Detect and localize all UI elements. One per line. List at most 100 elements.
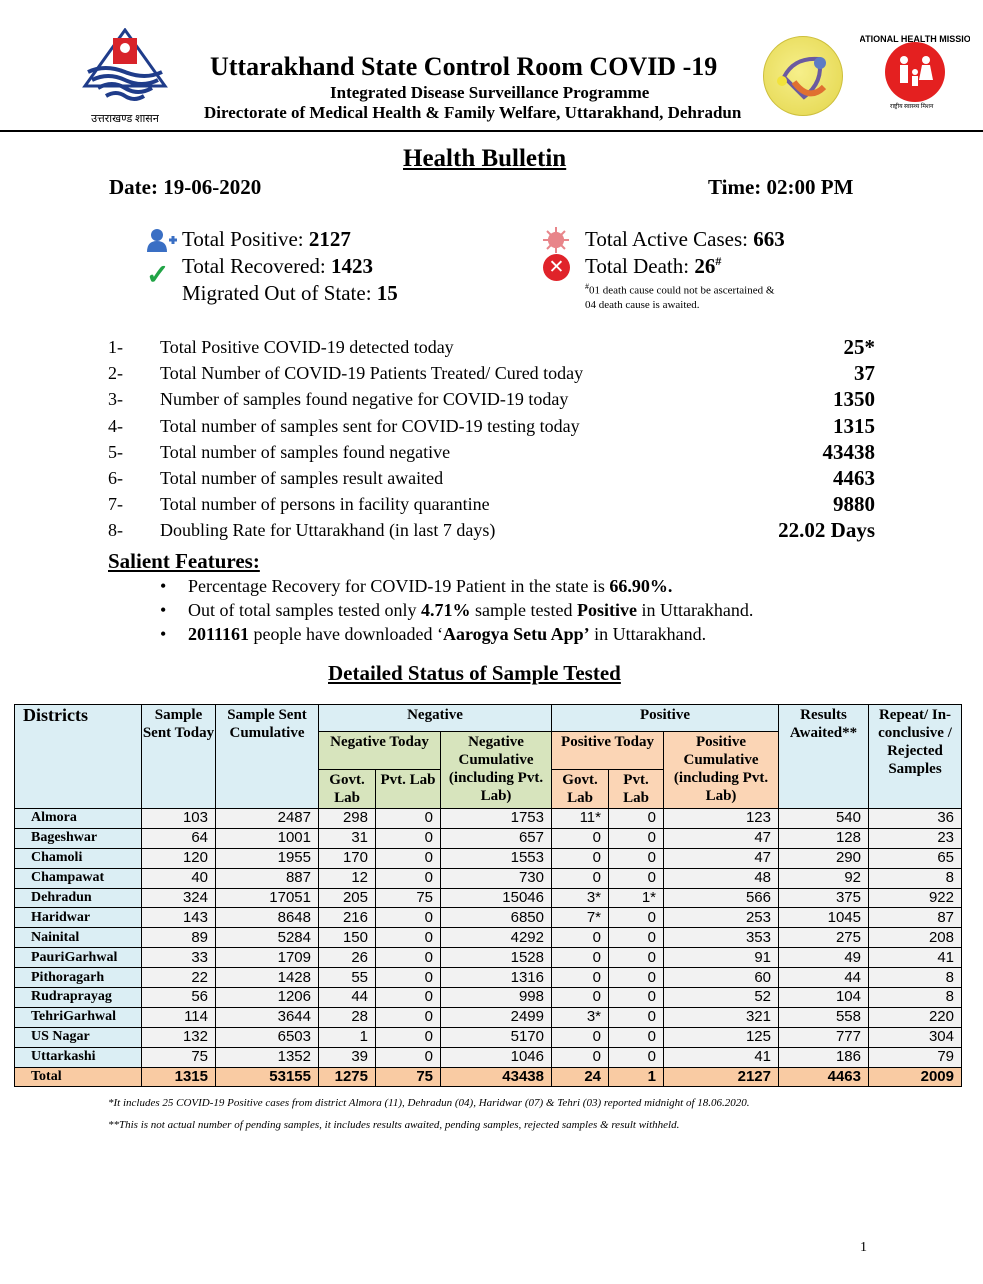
cell-neg-pvt: 0 bbox=[375, 827, 441, 849]
header-negative: Negative bbox=[318, 704, 552, 732]
cell-pos-cumulative: 47 bbox=[663, 847, 779, 869]
nhm-caption: राष्ट्रीय स्वास्थ्य मिशन bbox=[890, 104, 934, 110]
salient-text: Aarogya Setu App’ bbox=[442, 624, 590, 644]
stat-row: 6- Total number of samples result awaited… bbox=[0, 466, 983, 494]
cell-repeat-rejected: 36 bbox=[868, 808, 962, 829]
cell-sent-cumulative: 1709 bbox=[215, 947, 319, 969]
total-row: Total 1315 53155 1275 75 43438 24 1 2127 4463 2009 bbox=[14, 1066, 962, 1088]
header-positive-cumulative: Positive Cumulative (including Pvt. Lab) bbox=[663, 731, 779, 809]
cell-district: Haridwar bbox=[14, 907, 142, 929]
salient-text: Positive bbox=[576, 600, 637, 620]
cell-district: Dehradun bbox=[14, 887, 142, 909]
checkmark-icon: ✓ bbox=[146, 260, 170, 291]
cell-district: Total bbox=[14, 1066, 142, 1088]
uttarakhand-govt-logo: उत्तराखण्ड शासन bbox=[80, 27, 170, 125]
cell-pos-pvt: 0 bbox=[608, 967, 664, 989]
cell-pos-pvt: 0 bbox=[608, 1046, 664, 1068]
cell-neg-cumulative: 1316 bbox=[440, 967, 552, 989]
salient-text: 66.90%. bbox=[609, 576, 673, 596]
stat-number: 3- bbox=[108, 389, 123, 410]
cell-neg-cumulative: 4292 bbox=[440, 927, 552, 949]
cell-neg-govt: 150 bbox=[318, 927, 376, 949]
footnote-2: **This is not actual number of pending s… bbox=[108, 1119, 680, 1131]
cell-neg-pvt: 0 bbox=[375, 867, 441, 889]
cell-sent-today: 143 bbox=[141, 907, 216, 929]
cell-pos-pvt: 0 bbox=[608, 927, 664, 949]
cell-pos-govt: 0 bbox=[551, 987, 609, 1008]
cell-sent-today: 1315 bbox=[141, 1066, 216, 1088]
cell-results-awaited: 92 bbox=[778, 867, 869, 889]
stat-label: Number of samples found negative for COV… bbox=[160, 389, 569, 410]
bullet-icon: • bbox=[160, 600, 167, 620]
header-neg-govt-lab: Govt. Lab bbox=[318, 769, 376, 809]
cell-neg-govt: 12 bbox=[318, 867, 376, 889]
total-recovered: Total Recovered: 1423 bbox=[182, 254, 373, 279]
cell-neg-pvt: 75 bbox=[375, 1066, 441, 1088]
cell-neg-cumulative: 43438 bbox=[440, 1066, 552, 1088]
stat-number: 1- bbox=[108, 337, 123, 357]
cell-district: Uttarkashi bbox=[14, 1046, 142, 1068]
label: Total Positive: bbox=[182, 227, 309, 251]
header-pos-pvt-lab: Pvt. Lab bbox=[608, 769, 664, 809]
header-directorate: Directorate of Medical Health & Family W… bbox=[204, 103, 742, 122]
stat-label: Total number of persons in facility quar… bbox=[160, 494, 490, 515]
table-row: Pithoragarh 22 1428 55 0 1316 0 0 60 44 8 bbox=[14, 967, 962, 989]
cell-neg-pvt: 0 bbox=[375, 947, 441, 969]
cell-pos-cumulative: 60 bbox=[663, 967, 779, 989]
cell-neg-pvt: 0 bbox=[375, 987, 441, 1008]
salient-text: in Uttarakhand. bbox=[589, 624, 707, 644]
cell-pos-govt: 3* bbox=[551, 1006, 609, 1028]
cell-sent-cumulative: 1955 bbox=[215, 847, 319, 869]
cell-pos-govt: 0 bbox=[551, 927, 609, 949]
bullet-icon: • bbox=[160, 624, 167, 644]
stat-value: 1350 bbox=[833, 387, 875, 412]
header-pos-govt-lab: Govt. Lab bbox=[551, 769, 609, 809]
nhm-logo-text: NATIONAL HEALTH MISSION bbox=[860, 34, 970, 44]
footnote-1: *It includes 25 COVID-19 Positive cases … bbox=[108, 1097, 750, 1109]
cell-results-awaited: 1045 bbox=[778, 907, 869, 929]
salient-text: Out of total samples tested only bbox=[188, 600, 421, 620]
cell-neg-govt: 28 bbox=[318, 1006, 376, 1028]
cell-repeat-rejected: 79 bbox=[868, 1046, 962, 1068]
virus-icon bbox=[541, 226, 571, 259]
salient-text: sample tested bbox=[470, 600, 577, 620]
cell-neg-cumulative: 6850 bbox=[440, 907, 552, 929]
cell-sent-cumulative: 53155 bbox=[215, 1066, 319, 1088]
bulletin-title: Health Bulletin bbox=[403, 145, 567, 172]
cell-results-awaited: 290 bbox=[778, 847, 869, 869]
note-line1: 01 death cause could not be ascertained … bbox=[589, 284, 775, 297]
bulletin-time: Time: 02:00 PM bbox=[708, 175, 854, 199]
cell-neg-govt: 1 bbox=[318, 1026, 376, 1048]
migrated-out: Migrated Out of State: 15 bbox=[182, 281, 398, 306]
cell-sent-cumulative: 1001 bbox=[215, 827, 319, 849]
stat-value: 37 bbox=[854, 361, 875, 386]
header-divider bbox=[0, 130, 983, 132]
cell-district: Almora bbox=[14, 808, 142, 829]
salient-text: 4.71% bbox=[420, 600, 471, 620]
header-neg-pvt-lab: Pvt. Lab bbox=[375, 769, 441, 809]
cell-sent-today: 120 bbox=[141, 847, 216, 869]
cell-sent-today: 56 bbox=[141, 987, 216, 1008]
table-row: Dehradun 324 17051 205 75 15046 3* 1* 566 375 922 bbox=[14, 887, 962, 909]
header-districts: Districts bbox=[14, 704, 142, 809]
salient-text: 2011161 bbox=[188, 624, 250, 644]
cell-pos-govt: 0 bbox=[551, 827, 609, 849]
cell-pos-cumulative: 566 bbox=[663, 887, 779, 909]
stat-row: 3- Number of samples found negative for C… bbox=[0, 387, 983, 415]
cell-neg-pvt: 0 bbox=[375, 907, 441, 929]
cell-neg-pvt: 0 bbox=[375, 808, 441, 829]
cell-sent-today: 132 bbox=[141, 1026, 216, 1048]
salient-text: Percentage Recovery for COVID-19 Patient… bbox=[188, 576, 610, 596]
note-line2: 04 death cause is awaited. bbox=[585, 298, 700, 311]
cell-pos-cumulative: 253 bbox=[663, 907, 779, 929]
cell-pos-pvt: 0 bbox=[608, 867, 664, 889]
cell-results-awaited: 49 bbox=[778, 947, 869, 969]
cell-results-awaited: 104 bbox=[778, 987, 869, 1008]
cell-repeat-rejected: 208 bbox=[868, 927, 962, 949]
cell-pos-govt: 0 bbox=[551, 967, 609, 989]
cell-district: Chamoli bbox=[14, 847, 142, 869]
cell-pos-pvt: 0 bbox=[608, 1026, 664, 1048]
label: Total Active Cases: bbox=[585, 227, 754, 251]
cell-neg-govt: 55 bbox=[318, 967, 376, 989]
cell-sent-today: 89 bbox=[141, 927, 216, 949]
